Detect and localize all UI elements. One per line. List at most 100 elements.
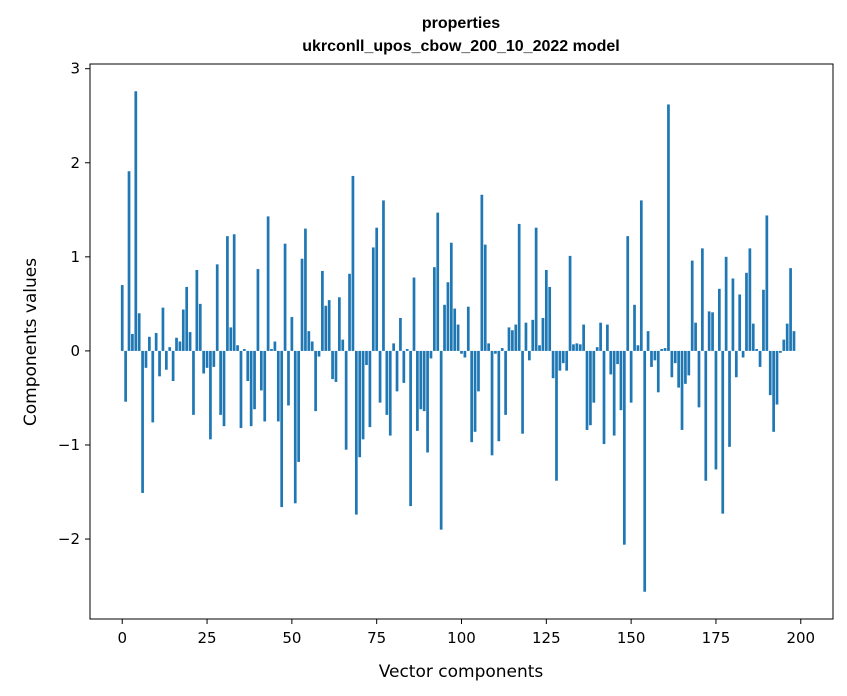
bar — [707, 311, 711, 351]
bar — [280, 350, 284, 508]
bar — [429, 350, 433, 359]
bar — [609, 350, 613, 375]
bar — [768, 350, 772, 396]
bar — [734, 350, 738, 378]
bar — [751, 323, 755, 351]
bar — [728, 350, 731, 447]
bar — [775, 350, 779, 405]
bar — [599, 322, 602, 351]
bar — [276, 350, 280, 422]
bar — [358, 350, 362, 458]
bar — [565, 350, 569, 371]
bar — [765, 215, 769, 351]
bar — [239, 350, 243, 429]
bar — [131, 333, 134, 351]
bar — [243, 349, 246, 351]
bar — [633, 304, 636, 351]
bar — [192, 350, 195, 415]
bar — [388, 350, 392, 436]
bar — [463, 350, 467, 358]
bar — [422, 350, 426, 412]
bar — [290, 317, 294, 351]
y-tick-label: 0 — [70, 342, 80, 360]
bar — [120, 285, 124, 351]
y-tick-label: −1 — [58, 436, 80, 454]
bar — [392, 343, 395, 351]
bar — [687, 350, 691, 376]
bar — [348, 273, 351, 351]
x-tick-label: 25 — [198, 629, 217, 647]
bar — [677, 350, 680, 388]
bar — [544, 270, 548, 351]
bar — [378, 350, 382, 403]
bar — [575, 343, 579, 351]
bar — [212, 350, 216, 367]
bar — [521, 350, 524, 434]
bar — [365, 350, 368, 366]
bar — [714, 350, 718, 470]
x-tick-label: 75 — [367, 629, 386, 647]
bar — [494, 350, 497, 354]
x-axis-label: Vector components — [379, 662, 544, 682]
bar — [158, 350, 161, 377]
bar — [287, 350, 290, 406]
bar — [748, 248, 752, 351]
bar — [490, 350, 494, 456]
bar — [321, 270, 324, 351]
bar — [222, 350, 226, 427]
bar — [741, 350, 745, 358]
bar — [226, 236, 229, 351]
x-tick-label: 50 — [282, 629, 301, 647]
bar — [684, 350, 687, 384]
bar — [663, 348, 667, 351]
bar — [483, 244, 487, 351]
bar — [711, 312, 714, 351]
bar — [701, 248, 704, 351]
bar — [721, 350, 725, 514]
bar — [531, 319, 535, 351]
bar — [327, 300, 331, 351]
bar — [148, 336, 151, 351]
bar — [717, 288, 721, 351]
bar — [266, 216, 270, 351]
bar — [456, 324, 460, 351]
bar — [507, 327, 511, 351]
bar — [371, 247, 375, 351]
bar — [592, 350, 596, 403]
bar — [307, 331, 311, 351]
bar — [619, 350, 623, 411]
bar — [667, 104, 670, 351]
bar — [368, 350, 372, 428]
bar — [439, 350, 443, 530]
bar — [181, 309, 185, 351]
bar — [453, 308, 457, 351]
bar — [477, 350, 480, 392]
bar — [219, 350, 222, 415]
y-tick-label: 2 — [70, 154, 80, 172]
bar — [270, 349, 273, 351]
bar — [215, 264, 219, 351]
bar — [636, 345, 640, 351]
bar — [304, 228, 307, 351]
bar — [528, 350, 531, 361]
bar — [127, 171, 131, 351]
bar — [785, 323, 789, 351]
bar — [487, 343, 490, 351]
bar — [409, 350, 412, 507]
bar — [249, 350, 253, 427]
bar — [334, 350, 338, 382]
bar — [253, 350, 256, 410]
x-tick-label: 100 — [447, 629, 476, 647]
bar — [578, 344, 582, 351]
bar — [758, 350, 762, 367]
bar — [259, 350, 263, 391]
bar — [561, 350, 565, 364]
bar — [446, 282, 450, 351]
bar — [460, 350, 463, 354]
bar — [724, 256, 728, 351]
bar — [470, 350, 474, 443]
bar — [283, 243, 287, 351]
bar — [297, 350, 300, 462]
